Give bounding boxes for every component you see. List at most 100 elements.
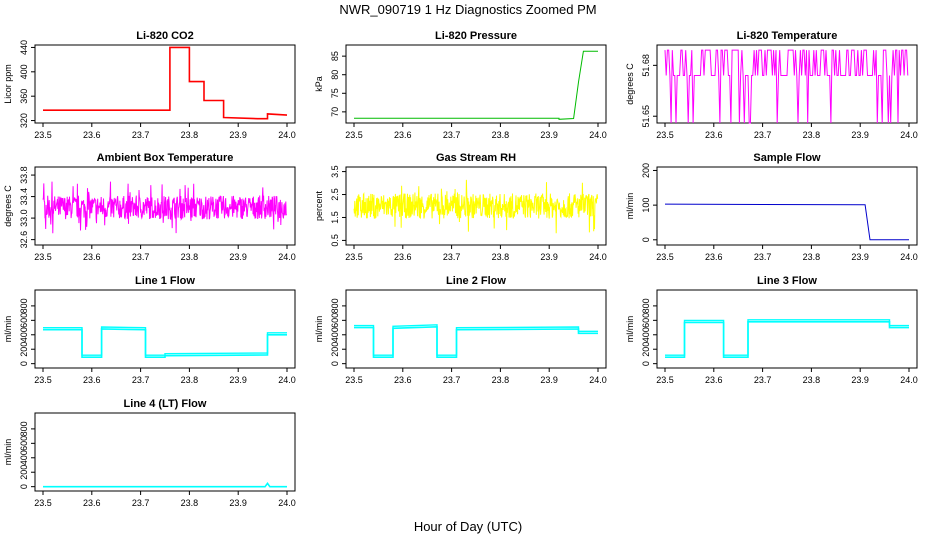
- y-axis-label: Licor ppm: [3, 64, 13, 104]
- plot-frame: [34, 166, 296, 246]
- panel-li-820-pressure: Li-820 Pressure kPa 23.5 23.6 23.7 23.8 23.9 24…: [314, 30, 607, 140]
- x-tick-label: 24.0: [900, 252, 918, 262]
- x-tick-label: 23.5: [34, 375, 52, 385]
- x-tick-label: 23.6: [705, 252, 723, 262]
- y-tick-label: 0.5: [330, 234, 340, 247]
- x-tick-label: 23.8: [181, 375, 199, 385]
- y-axis-label: ml/min: [3, 439, 13, 466]
- x-tick-label: 23.8: [492, 252, 510, 262]
- series-line: [664, 49, 909, 124]
- series-line: [664, 203, 909, 241]
- plot-frame: [656, 289, 918, 369]
- series-line: [353, 179, 599, 234]
- x-tick-label: 23.6: [394, 375, 412, 385]
- x-tick-label: 23.9: [851, 130, 869, 140]
- x-tick-label: 23.9: [540, 252, 558, 262]
- plot-frame: [34, 44, 296, 124]
- x-tick-label: 23.5: [656, 130, 674, 140]
- y-tick-label: 800: [641, 298, 651, 313]
- plot-frame: [34, 289, 296, 369]
- x-tick-label: 23.7: [132, 375, 150, 385]
- x-tick-label: 23.8: [492, 130, 510, 140]
- y-tick-label: 33.8: [19, 166, 29, 184]
- panel-title: Li-820 Temperature: [737, 30, 838, 42]
- panel-title: Li-820 Pressure: [435, 30, 517, 42]
- x-tick-label: 23.6: [705, 130, 723, 140]
- x-tick-label: 23.5: [656, 252, 674, 262]
- x-tick-label: 23.8: [181, 498, 199, 508]
- panel-line-4-lt-flow: Line 4 (LT) Flow ml/min 23.5 23.6 23.7 23.8 23…: [3, 398, 296, 508]
- x-tick-label: 23.8: [803, 375, 821, 385]
- plot-frame: [34, 412, 296, 492]
- x-tick-label: 23.7: [443, 130, 461, 140]
- panel-li-820-temperature: Li-820 Temperature degrees C 23.5 23.6 23.7 2…: [625, 30, 918, 140]
- x-tick-label: 23.5: [34, 252, 52, 262]
- y-tick-label: 400: [19, 327, 29, 342]
- y-tick-label: 85: [330, 51, 340, 61]
- y-tick-label: 0: [19, 361, 29, 366]
- figure-xlabel: Hour of Day (UTC): [414, 519, 522, 534]
- panel-ambient-box-temperature: Ambient Box Temperature degrees C 23.5 23.6…: [3, 152, 296, 262]
- x-tick-label: 23.7: [443, 252, 461, 262]
- panels: Li-820 CO2 Licor ppm 23.5 23.6 23.7 23.8 23.9 2…: [3, 30, 918, 508]
- series-line: [43, 46, 288, 120]
- y-tick-label: 600: [19, 313, 29, 328]
- x-tick-label: 23.5: [656, 375, 674, 385]
- y-tick-label: 600: [330, 313, 340, 328]
- figure-title: NWR_090719 1 Hz Diagnostics Zoomed PM: [339, 2, 596, 17]
- series-line: [354, 325, 598, 358]
- x-tick-label: 23.7: [754, 130, 772, 140]
- x-tick-label: 23.9: [540, 130, 558, 140]
- panel-line-2-flow: Line 2 Flow ml/min 23.5 23.6 23.7 23.8 23.9 24.…: [314, 275, 607, 385]
- x-tick-label: 23.8: [803, 130, 821, 140]
- y-tick-label: 800: [19, 298, 29, 313]
- panel-line-3-flow: Line 3 Flow ml/min 23.5 23.6 23.7 23.8 23.9 24.…: [625, 275, 918, 385]
- x-tick-label: 24.0: [278, 252, 296, 262]
- x-tick-label: 23.6: [83, 130, 101, 140]
- panel-title: Li-820 CO2: [136, 30, 193, 42]
- y-tick-label: 70: [330, 107, 340, 117]
- panel-title: Line 2 Flow: [446, 275, 506, 287]
- x-tick-label: 23.7: [754, 252, 772, 262]
- y-tick-label: 400: [19, 64, 29, 79]
- plot-frame: [656, 166, 918, 246]
- x-tick-label: 23.6: [83, 252, 101, 262]
- panel-title: Gas Stream RH: [436, 152, 516, 164]
- y-tick-label: 400: [19, 450, 29, 465]
- y-axis-label: percent: [314, 190, 324, 221]
- y-tick-label: 800: [19, 421, 29, 436]
- x-tick-label: 23.7: [132, 498, 150, 508]
- y-tick-label: 400: [641, 327, 651, 342]
- y-tick-label: 200: [641, 342, 651, 357]
- x-tick-label: 23.6: [83, 498, 101, 508]
- x-tick-label: 23.6: [394, 252, 412, 262]
- x-tick-label: 23.5: [345, 252, 363, 262]
- y-tick-label: 33.4: [19, 188, 29, 206]
- x-tick-label: 24.0: [278, 375, 296, 385]
- x-tick-label: 23.5: [34, 498, 52, 508]
- panel-title: Line 3 Flow: [757, 275, 817, 287]
- y-tick-label: 1.5: [330, 211, 340, 224]
- y-tick-label: 200: [641, 163, 651, 178]
- panel-sample-flow: Sample Flow ml/min 23.5 23.6 23.7 23.8 23.9 24.…: [625, 152, 918, 262]
- x-tick-label: 23.7: [132, 130, 150, 140]
- y-tick-label: 0: [641, 361, 651, 366]
- x-tick-label: 24.0: [900, 375, 918, 385]
- panel-title: Line 1 Flow: [135, 275, 195, 287]
- x-tick-label: 23.9: [229, 498, 247, 508]
- series-line: [43, 482, 287, 488]
- panel-title: Ambient Box Temperature: [97, 152, 234, 164]
- series-band: [43, 326, 287, 356]
- x-tick-label: 23.7: [132, 252, 150, 262]
- x-tick-label: 23.5: [345, 130, 363, 140]
- x-tick-label: 23.9: [229, 375, 247, 385]
- y-tick-label: 360: [19, 89, 29, 104]
- y-tick-label: 2.5: [330, 188, 340, 201]
- y-tick-label: 51.68: [641, 54, 651, 77]
- y-tick-label: 800: [330, 298, 340, 313]
- series-line: [42, 181, 288, 234]
- x-tick-label: 23.7: [754, 375, 772, 385]
- y-tick-label: 51.65: [641, 105, 651, 128]
- x-tick-label: 23.6: [394, 130, 412, 140]
